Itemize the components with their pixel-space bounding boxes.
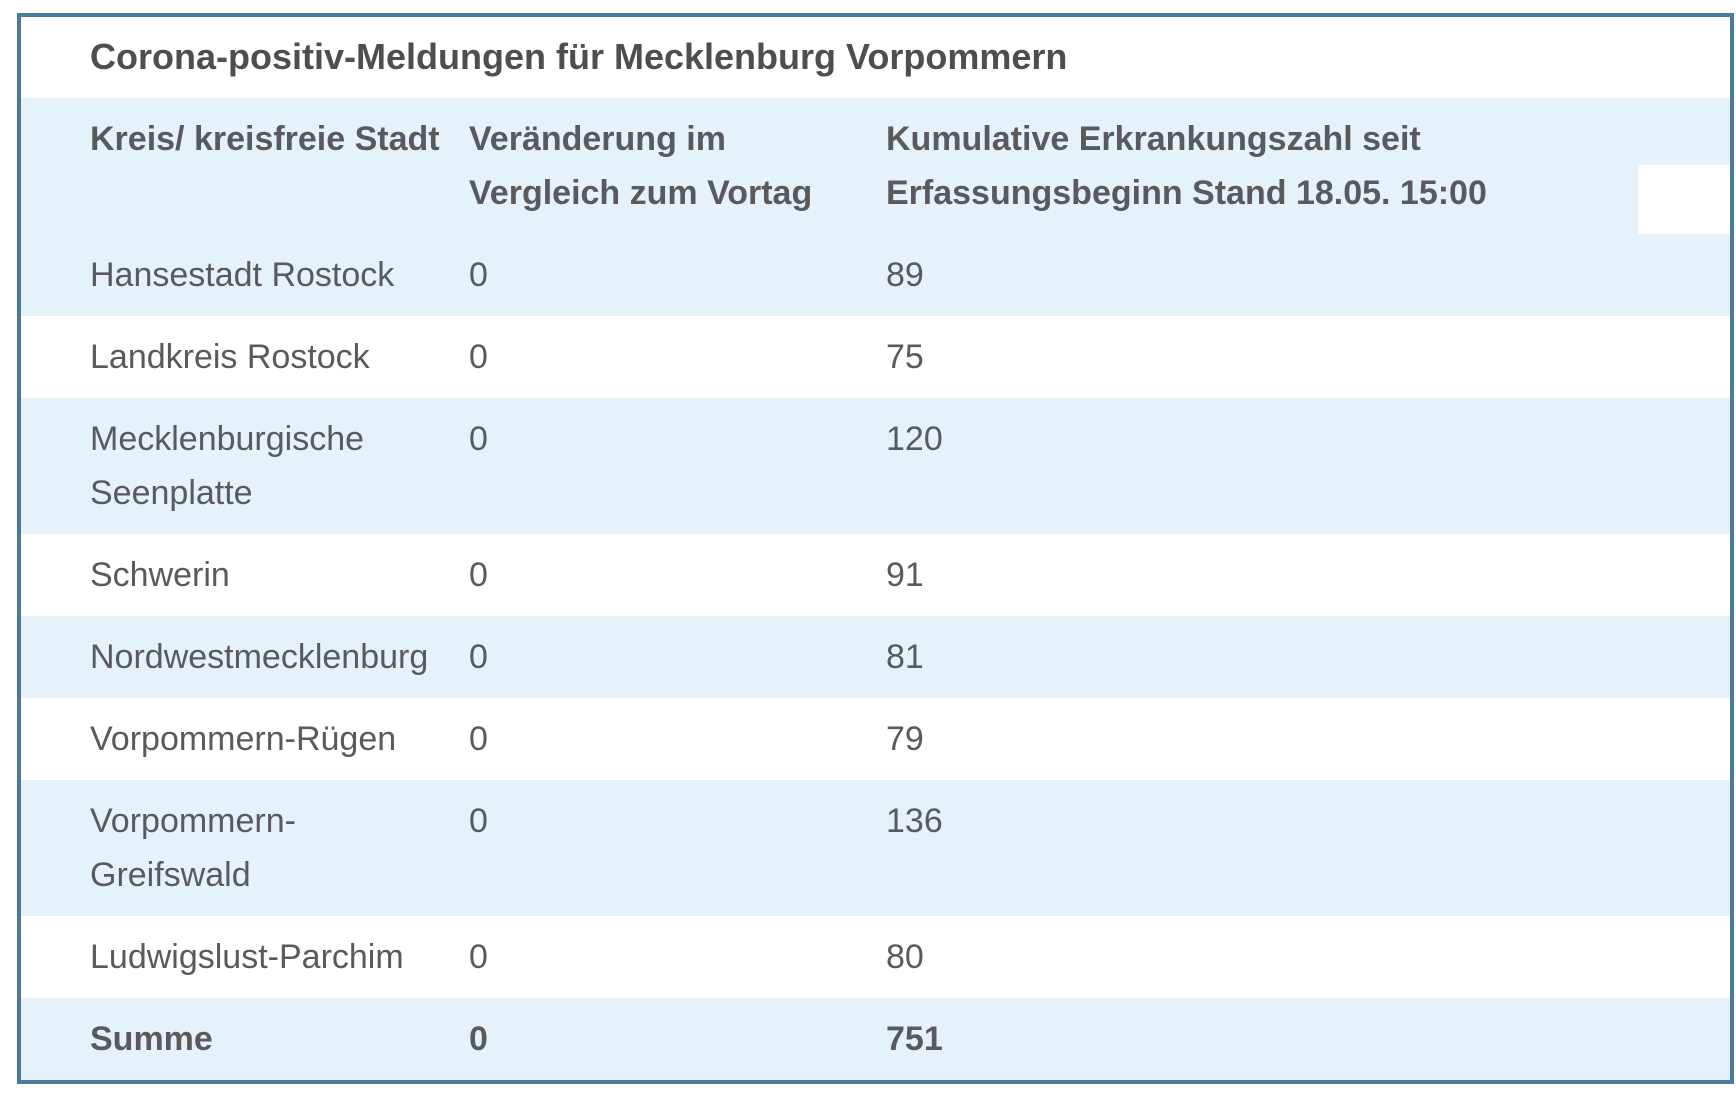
table-row: Landkreis Rostock 0 75: [21, 316, 1730, 398]
cell-cumulative: 120: [886, 420, 943, 458]
cell-district: Summe: [90, 1020, 213, 1058]
cell-district: Vorpommern- Greifswald: [90, 802, 296, 894]
table-row: Schwerin 0 91: [21, 534, 1730, 616]
column-header-district: Kreis/ kreisfreie Stadt: [21, 98, 466, 234]
corona-data-table: Kreis/ kreisfreie Stadt Veränderung im Ve…: [21, 98, 1730, 1080]
table-row: Hansestadt Rostock 0 89: [21, 234, 1730, 316]
cell-change: 0: [469, 802, 488, 840]
cell-change: 0: [469, 720, 488, 758]
table-row: Mecklenburgische Seenplatte 0 120: [21, 398, 1730, 534]
cell-cumulative: 75: [886, 338, 924, 376]
table-row: Ludwigslust-Parchim 0 80: [21, 916, 1730, 998]
cell-cumulative: 81: [886, 638, 924, 676]
table-title: Corona-positiv-Meldungen für Mecklenburg…: [21, 17, 1730, 98]
cell-change: 0: [469, 1020, 488, 1058]
corona-table-frame: Corona-positiv-Meldungen für Mecklenburg…: [17, 13, 1734, 1084]
cell-district: Nordwestmecklenburg: [90, 638, 429, 676]
table-row: Nordwestmecklenburg 0 81: [21, 616, 1730, 698]
cell-cumulative: 79: [886, 720, 924, 758]
cell-change: 0: [469, 638, 488, 676]
cell-change: 0: [469, 338, 488, 376]
cell-district: Vorpommern-Rügen: [90, 720, 397, 758]
cell-change: 0: [469, 256, 488, 294]
column-header-change: Veränderung im Vergleich zum Vortag: [466, 98, 886, 234]
column-header-cumulative: Kumulative Erkrankungszahl seit Erfassung…: [886, 98, 1730, 234]
white-overlay-notch: [1638, 165, 1730, 234]
table-row: Vorpommern-Rügen 0 79: [21, 698, 1730, 780]
cell-cumulative: 91: [886, 556, 924, 594]
table-header-row: Kreis/ kreisfreie Stadt Veränderung im Ve…: [21, 98, 1730, 234]
table-body: Hansestadt Rostock 0 89 Landkreis Rostock 0 7…: [21, 234, 1730, 1080]
cell-cumulative: 751: [886, 1020, 943, 1058]
cell-cumulative: 136: [886, 802, 943, 840]
cell-district: Landkreis Rostock: [90, 338, 370, 376]
cell-district: Schwerin: [90, 556, 230, 594]
cell-change: 0: [469, 556, 488, 594]
cell-district: Mecklenburgische Seenplatte: [90, 420, 365, 512]
cell-district: Hansestadt Rostock: [90, 256, 395, 294]
cell-cumulative: 89: [886, 256, 924, 294]
table-row: Summe 0 751: [21, 998, 1730, 1080]
cell-cumulative: 80: [886, 938, 924, 976]
cell-change: 0: [469, 420, 488, 458]
cell-change: 0: [469, 938, 488, 976]
cell-district: Ludwigslust-Parchim: [90, 938, 404, 976]
table-row: Vorpommern- Greifswald 0 136: [21, 780, 1730, 916]
